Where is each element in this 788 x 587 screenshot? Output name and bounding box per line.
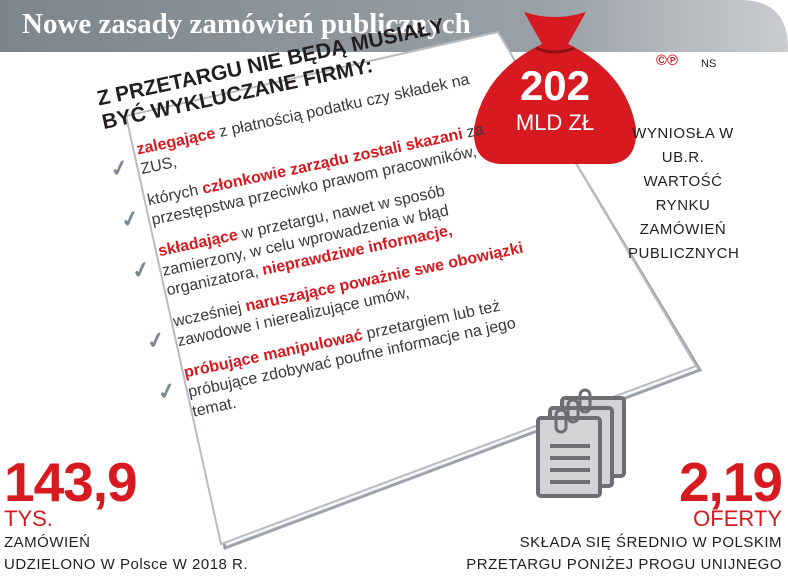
page-title: Nowe zasady zamówień publicznych [22, 8, 471, 40]
check-icon: ✓ [144, 326, 168, 355]
author-initials: NS [701, 58, 717, 70]
check-icon: ✓ [129, 255, 153, 285]
money-sack-icon [473, 12, 637, 164]
stat-right-unit: OFERTY [693, 506, 782, 531]
header-bar [0, 0, 788, 52]
stat-right-note-line-1: SKŁADA SIĘ ŚREDNIO W POLSKIM [519, 534, 782, 551]
stat-right-note-line-2: PRZETARGU PONIŻEJ PROGU UNIJNEGO [466, 556, 782, 573]
stat-left-note: ZAMÓWIEŃ UDZIELONO W Polsce W 2018 R. [4, 532, 248, 576]
sack-unit: MLD ZŁ [515, 110, 595, 135]
item-highlight: zalegające [135, 125, 217, 159]
stat-right-value: 2,19 [678, 451, 783, 513]
sack-value: 202 [519, 62, 591, 109]
check-icon: ✓ [118, 204, 142, 234]
stat-left-note-line-2: UDZIELONO W Polsce W 2018 R. [4, 556, 249, 573]
copyright-mark: ©℗ [656, 52, 679, 69]
stat-left-unit: TYS. [4, 506, 53, 531]
stat-left-note-line-1: ZAMÓWIEŃ [4, 534, 91, 551]
clipboard-documents-icon [536, 388, 626, 498]
check-icon: ✓ [155, 377, 179, 406]
stat-right-note: SKŁADA SIĘ ŚREDNIO W POLSKIM PRZETARGU P… [420, 532, 782, 576]
stat-left-value: 143,9 [4, 451, 138, 513]
check-icon: ✓ [107, 154, 132, 183]
sack-note: WYNIOSŁA W UB.R. WARTOŚĆ RYNKU ZAMÓWIEŃ … [628, 125, 740, 262]
